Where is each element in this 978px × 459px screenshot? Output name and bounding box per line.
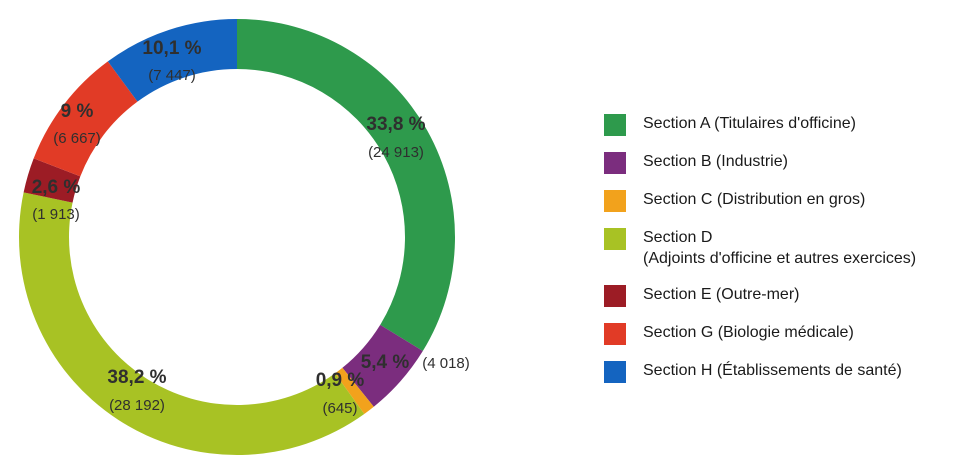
legend-swatch xyxy=(604,152,626,174)
slice-label-count: (7 447) xyxy=(148,67,196,84)
slice-section-a xyxy=(237,19,455,352)
slice-section-e xyxy=(23,158,81,203)
chart-legend: Section A (Titulaires d'officine) Section… xyxy=(604,113,974,398)
slice-label-percent: 10,1 % xyxy=(142,38,201,59)
legend-label-line: (Adjoints d'officine et autres exercices… xyxy=(643,250,917,267)
legend-item-section-e: Section E (Outre-mer) xyxy=(604,284,974,307)
legend-label-line: Section D xyxy=(643,229,713,246)
legend-label: Section C (Distribution en gros) xyxy=(643,189,865,210)
slice-section-g xyxy=(33,61,138,177)
legend-swatch xyxy=(604,285,626,307)
donut-chart: 33,8 % (24 913) 5,4 % (4 018) 0,9 % (645) 38,2… xyxy=(18,19,470,456)
slice-label-count: (24 913) xyxy=(368,144,424,161)
legend-swatch xyxy=(604,323,626,345)
legend-item-section-g: Section G (Biologie médicale) xyxy=(604,322,974,345)
slice-section-c xyxy=(335,367,374,414)
slice-label-percent: 33,8 % xyxy=(366,114,425,135)
legend-label: Section A (Titulaires d'officine) xyxy=(643,113,856,134)
legend-label: Section B (Industrie) xyxy=(643,151,788,172)
slice-label-percent: 5,4 % xyxy=(361,352,410,373)
legend-swatch xyxy=(604,114,626,136)
legend-label-line: Section A (Titulaires d'officine) xyxy=(643,115,856,132)
legend-item-section-h: Section H (Établissements de santé) xyxy=(604,360,974,383)
slice-label-count: (1 913) xyxy=(32,206,80,223)
legend-label: Section D (Adjoints d'officine et autres … xyxy=(643,227,916,269)
legend-label: Section E (Outre-mer) xyxy=(643,284,799,305)
slice-label-count: (645) xyxy=(322,400,357,417)
slice-label-percent: 38,2 % xyxy=(107,367,166,388)
legend-swatch xyxy=(604,228,626,250)
legend-swatch xyxy=(604,361,626,383)
slice-section-d xyxy=(18,192,365,456)
slice-label-count: (4 018) xyxy=(422,355,470,372)
legend-swatch xyxy=(604,190,626,212)
legend-label: Section G (Biologie médicale) xyxy=(643,322,854,343)
slice-section-h xyxy=(107,19,238,102)
legend-item-section-c: Section C (Distribution en gros) xyxy=(604,189,974,212)
slice-label-count: (28 192) xyxy=(109,397,165,414)
legend-label: Section H (Établissements de santé) xyxy=(643,360,902,381)
legend-item-section-d: Section D (Adjoints d'officine et autres … xyxy=(604,227,974,269)
slice-section-b xyxy=(342,324,423,407)
legend-label-line: Section B (Industrie) xyxy=(643,153,788,170)
legend-label-line: Section H (Établissements de santé) xyxy=(643,362,902,379)
legend-label-line: Section G (Biologie médicale) xyxy=(643,324,854,341)
legend-label-line: Section C (Distribution en gros) xyxy=(643,191,866,208)
legend-item-section-a: Section A (Titulaires d'officine) xyxy=(604,113,974,136)
slice-label-percent: 9 % xyxy=(61,101,94,122)
slice-label-percent: 0,9 % xyxy=(316,370,365,391)
slice-label-count: (6 667) xyxy=(53,130,101,147)
slice-label-percent: 2,6 % xyxy=(32,177,81,198)
legend-label-line: Section E (Outre-mer) xyxy=(643,286,800,303)
legend-item-section-b: Section B (Industrie) xyxy=(604,151,974,174)
